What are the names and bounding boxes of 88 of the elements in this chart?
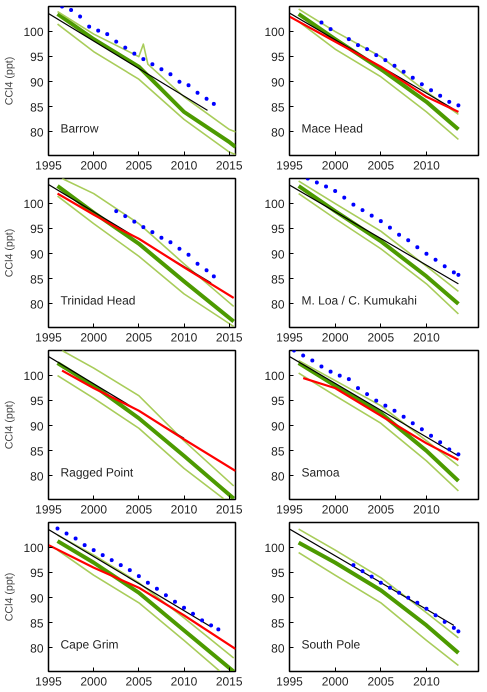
y-tick-label: 90	[30, 75, 44, 90]
x-tick-label: 2015	[216, 502, 243, 516]
x-tick-label: 2015	[216, 674, 243, 688]
y-axis-title: CCl4 (ppt)	[3, 56, 16, 106]
x-tick-label: 2010	[413, 502, 440, 516]
y-tick-label: 85	[30, 444, 44, 458]
y-tick-label: 80	[30, 125, 44, 140]
annotation: Samoa	[302, 466, 340, 480]
y-axis-title: CCl4 (ppt)	[3, 228, 16, 278]
y-tick-label: 95	[30, 394, 44, 408]
x-tick-label: 2005	[125, 502, 153, 516]
x-tick-label: 1995	[35, 330, 62, 344]
x-tick-label: 2005	[125, 674, 153, 688]
y-tick-label: 90	[271, 75, 285, 90]
y-tick-label: 95	[30, 50, 44, 64]
y-tick-label: 95	[271, 222, 285, 236]
y-axis-title: CCl4 (ppt)	[3, 572, 16, 622]
y-axis-title: CCl4 (ppt)	[3, 400, 16, 450]
y-tick-label: 100	[264, 197, 285, 212]
x-tick-label: 2010	[170, 674, 198, 688]
y-tick-label: 95	[271, 566, 285, 580]
y-tick-label: 90	[30, 419, 44, 434]
y-tick-label: 95	[30, 566, 44, 580]
x-tick-label: 2000	[80, 158, 108, 172]
y-tick-label: 100	[264, 25, 285, 40]
x-tick-label: 1995	[276, 158, 304, 172]
annotation: South Pole	[302, 638, 361, 652]
x-tick-label: 2010	[170, 330, 198, 344]
y-tick-label: 90	[271, 591, 285, 606]
y-tick-label: 100	[23, 25, 44, 40]
annotation: Trinidad Head	[60, 294, 136, 308]
y-tick-label: 100	[264, 369, 285, 384]
y-tick-label: 80	[30, 641, 44, 656]
x-tick-label: 2000	[322, 674, 349, 688]
y-tick-label: 85	[271, 272, 285, 286]
x-tick-label: 1995	[35, 158, 62, 172]
y-tick-label: 100	[23, 541, 44, 556]
x-tick-label: 2000	[80, 674, 108, 688]
y-tick-label: 85	[271, 100, 285, 114]
y-tick-label: 90	[30, 247, 44, 262]
x-tick-label: 2015	[216, 158, 243, 172]
x-tick-label: 2005	[367, 674, 394, 688]
x-tick-label: 2015	[216, 330, 243, 344]
y-tick-label: 85	[30, 616, 44, 630]
y-tick-label: 85	[271, 444, 285, 458]
x-tick-label: 2005	[367, 502, 394, 516]
x-tick-label: 2005	[125, 330, 153, 344]
annotation: Cape Grim	[60, 638, 119, 652]
x-tick-label: 2005	[367, 158, 394, 172]
x-tick-label: 1995	[276, 502, 304, 516]
x-tick-label: 2000	[322, 158, 349, 172]
x-tick-label: 2010	[413, 158, 440, 172]
x-tick-label: 2005	[367, 330, 394, 344]
annotation: M. Loa / C. Kumukahi	[302, 294, 417, 308]
annotation: Barrow	[60, 122, 99, 136]
y-tick-label: 90	[271, 419, 285, 434]
y-tick-label: 85	[30, 100, 44, 114]
x-tick-label: 2010	[170, 502, 198, 516]
x-tick-label: 1995	[35, 674, 62, 688]
x-tick-label: 2000	[80, 330, 108, 344]
y-tick-label: 80	[30, 469, 44, 484]
x-tick-label: 1995	[276, 330, 304, 344]
y-tick-label: 100	[23, 369, 44, 384]
y-tick-label: 85	[271, 616, 285, 630]
y-tick-label: 100	[23, 197, 44, 212]
y-tick-label: 80	[271, 125, 285, 140]
x-tick-label: 2010	[413, 330, 440, 344]
x-tick-label: 2000	[322, 330, 349, 344]
x-tick-label: 2000	[322, 502, 349, 516]
y-tick-label: 80	[30, 297, 44, 312]
y-tick-label: 90	[30, 591, 44, 606]
x-tick-label: 2005	[125, 158, 153, 172]
y-tick-label: 80	[271, 469, 285, 484]
y-tick-label: 95	[30, 222, 44, 236]
annotation: Ragged Point	[60, 466, 134, 480]
y-tick-label: 95	[271, 394, 285, 408]
y-tick-label: 90	[271, 247, 285, 262]
annotation: Mace Head	[302, 122, 363, 136]
x-tick-label: 2010	[170, 158, 198, 172]
x-tick-label: 1995	[35, 502, 62, 516]
x-tick-label: 2010	[413, 674, 440, 688]
y-tick-label: 80	[271, 641, 285, 656]
x-tick-label: 1995	[276, 674, 304, 688]
y-tick-label: 80	[271, 297, 285, 312]
y-tick-label: 100	[264, 541, 285, 556]
y-tick-label: 95	[271, 50, 285, 64]
y-tick-label: 85	[30, 272, 44, 286]
x-tick-label: 2000	[80, 502, 108, 516]
